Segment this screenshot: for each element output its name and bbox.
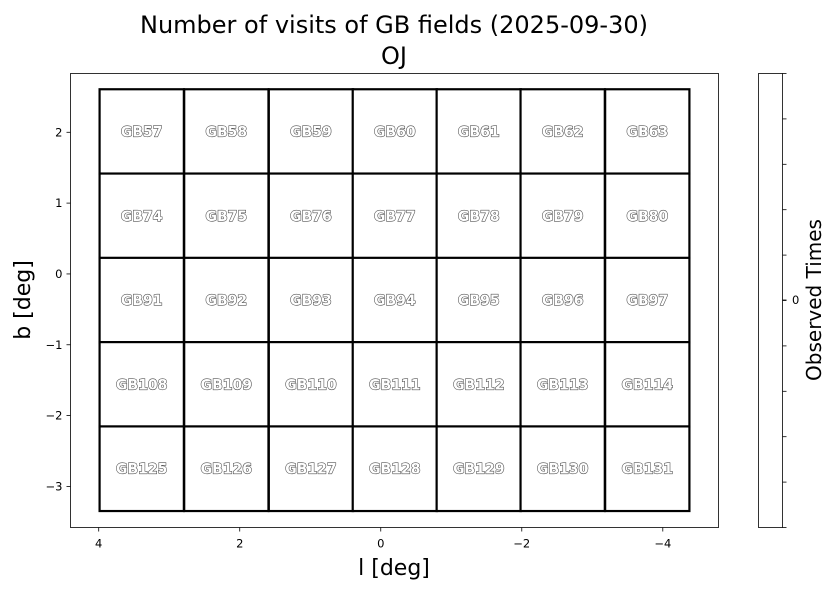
field-label: GB130 — [537, 462, 589, 478]
y-tick-label: −1 — [46, 338, 63, 352]
field-label: GB128 — [369, 462, 420, 478]
colorbar-tick-label: 0 — [792, 293, 799, 307]
x-tick-label: −4 — [654, 537, 671, 551]
field-cell — [183, 256, 270, 344]
y-tick-label: 2 — [55, 125, 62, 139]
field-label: GB80 — [626, 209, 668, 225]
x-tick-label: 4 — [95, 537, 102, 551]
y-tick-label: 1 — [55, 196, 62, 210]
field-label: GB93 — [290, 293, 332, 309]
field-label: GB57 — [121, 125, 163, 141]
field-label: GB126 — [201, 462, 252, 478]
field-label: GB95 — [458, 293, 500, 309]
field-label: GB131 — [622, 462, 673, 478]
field-label: GB114 — [622, 377, 674, 393]
field-cell — [604, 88, 691, 175]
field-label: GB125 — [116, 462, 167, 478]
x-tick-label: 2 — [236, 537, 243, 551]
field-cell — [435, 172, 522, 260]
field-label: GB97 — [626, 293, 668, 309]
field-label: GB60 — [374, 125, 416, 141]
field-cell — [267, 425, 355, 513]
field-label: GB76 — [290, 209, 332, 225]
field-label: GB79 — [542, 209, 584, 225]
y-tick-label: −3 — [46, 479, 63, 493]
plot-area — [70, 73, 719, 528]
field-cell — [98, 341, 185, 428]
field-label: GB112 — [453, 377, 504, 393]
field-label: GB59 — [290, 125, 332, 141]
y-tick-label: −2 — [46, 409, 63, 423]
field-cell — [98, 425, 185, 513]
field-cell — [604, 172, 691, 260]
field-label: GB113 — [537, 377, 588, 393]
y-tick-label: 0 — [55, 267, 62, 281]
x-axis-label: l [deg] — [358, 556, 430, 581]
field-label: GB96 — [542, 293, 584, 309]
field-label: GB62 — [542, 125, 584, 141]
field-cell — [98, 256, 185, 344]
field-cell — [351, 172, 439, 260]
field-label: GB63 — [626, 125, 668, 141]
field-cell — [519, 88, 606, 175]
field-label: GB92 — [206, 293, 248, 309]
field-label: GB110 — [285, 377, 337, 393]
field-cell — [267, 256, 355, 344]
field-cell — [435, 341, 522, 428]
field-cell — [183, 425, 270, 513]
field-cell — [519, 341, 606, 428]
field-label: GB58 — [206, 125, 248, 141]
field-label: GB94 — [374, 293, 416, 309]
x-tick-label: 0 — [377, 537, 384, 551]
chart-title: Number of visits of GB fields (2025-09-3… — [140, 11, 648, 39]
colorbar-label: Observed Times — [802, 219, 826, 381]
field-cell — [183, 341, 270, 428]
colorbar — [758, 73, 783, 528]
chart-subtitle: OJ — [381, 42, 407, 70]
field-cell — [183, 172, 270, 260]
field-label: GB75 — [206, 209, 248, 225]
field-cell — [604, 425, 691, 513]
x-tick-label: −2 — [513, 537, 530, 551]
field-label: GB129 — [453, 462, 504, 478]
field-label: GB109 — [201, 377, 252, 393]
field-label: GB77 — [374, 209, 416, 225]
field-cell — [98, 172, 185, 260]
field-label: GB127 — [285, 462, 336, 478]
field-label: GB74 — [121, 209, 163, 225]
field-label: GB108 — [116, 377, 167, 393]
field-label: GB91 — [121, 293, 163, 309]
field-label: GB61 — [458, 125, 500, 141]
y-axis-label: b [deg] — [11, 260, 36, 340]
field-label: GB111 — [369, 377, 420, 393]
field-label: GB78 — [458, 209, 500, 225]
field-cell — [351, 425, 439, 513]
field-cell — [519, 256, 606, 344]
field-cell — [351, 88, 439, 175]
